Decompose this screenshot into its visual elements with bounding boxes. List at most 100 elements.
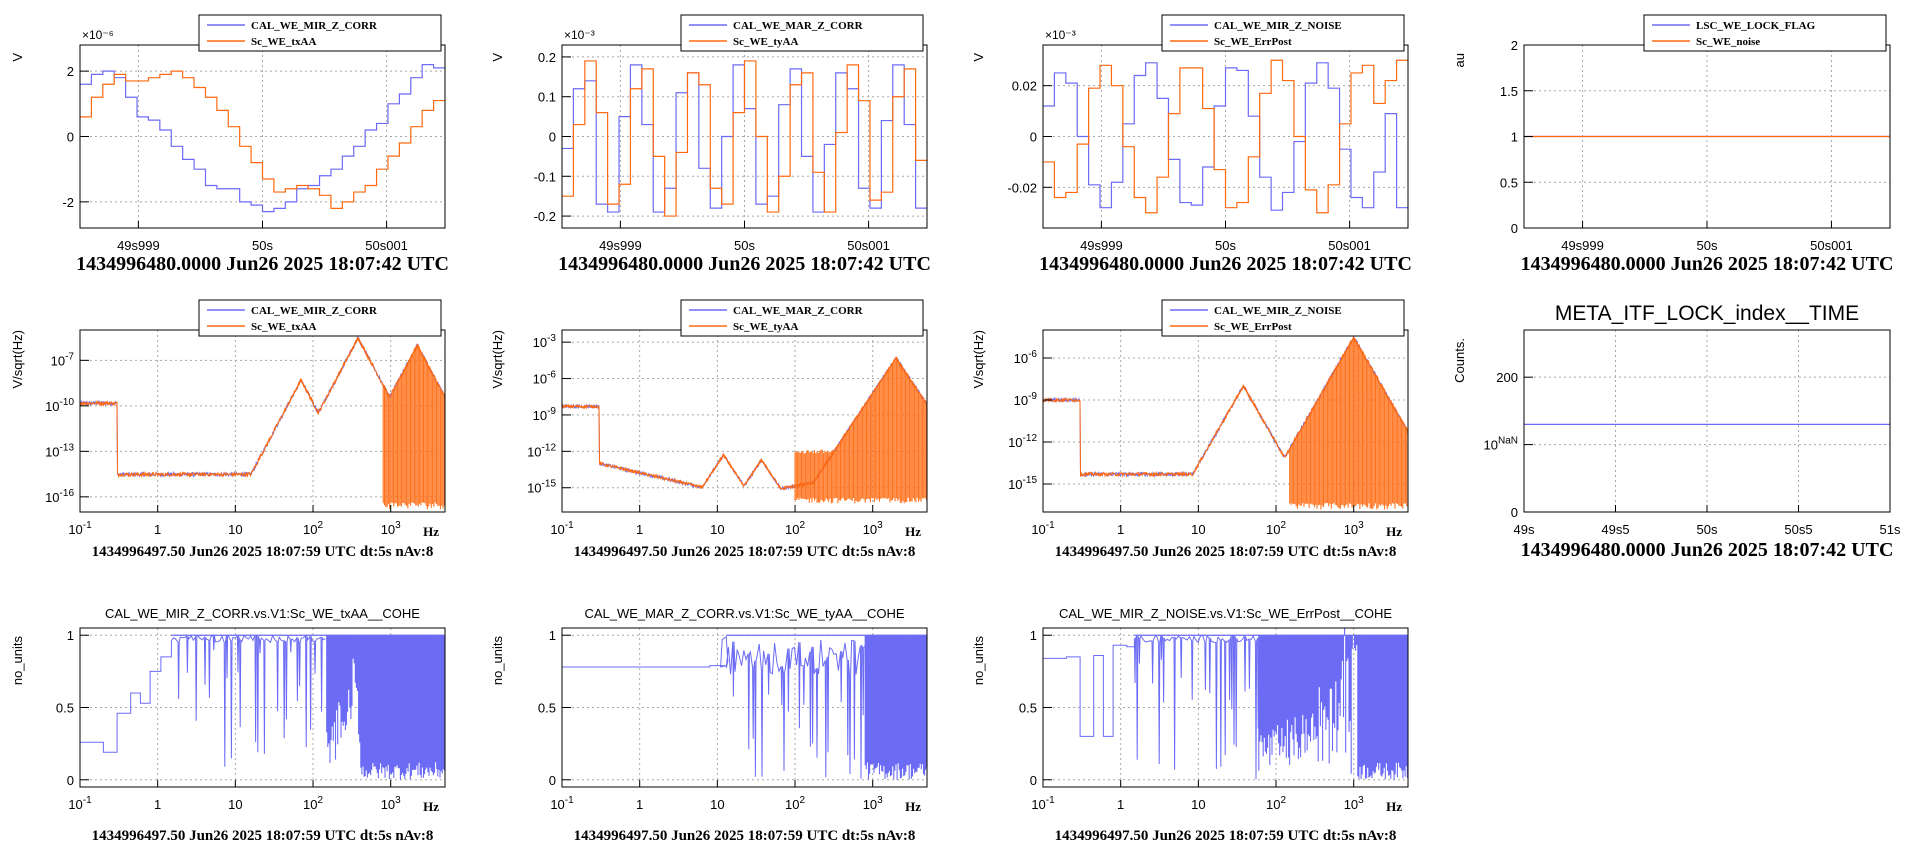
coherence-line bbox=[562, 635, 866, 779]
series-Sc_WE_txAA-line bbox=[80, 70, 445, 209]
peak-2 bbox=[883, 356, 910, 378]
y-tick-label: 1 bbox=[1030, 628, 1037, 643]
x-tick-label: 49s999 bbox=[117, 238, 160, 253]
x-tick-label: 10-1 bbox=[68, 795, 92, 812]
x-tick-label: 10 bbox=[710, 522, 724, 537]
legend: CAL_WE_MIR_Z_CORR Sc_WE_txAA bbox=[198, 14, 442, 52]
x-tick-label: 50s001 bbox=[1810, 238, 1853, 253]
chart-title: CAL_WE_MAR_Z_CORR.vs.V1:Sc_WE_tyAA__COHE bbox=[584, 606, 904, 621]
x-tick-label: 50s bbox=[1697, 522, 1718, 537]
y-tick-label: 1.5 bbox=[1500, 84, 1518, 99]
chart-caption: 1434996497.50 Jun26 2025 18:07:59 UTC dt… bbox=[1055, 828, 1397, 844]
chart-caption: 1434996497.50 Jun26 2025 18:07:59 UTC dt… bbox=[574, 544, 916, 560]
x-tick-label: 10 bbox=[228, 797, 242, 812]
x-tick-label: 103 bbox=[1344, 795, 1364, 812]
coherence-dense bbox=[864, 635, 927, 780]
x-tick-label: 10-1 bbox=[68, 520, 92, 537]
x-unit-label: Hz bbox=[423, 799, 439, 814]
data-r2c1 bbox=[80, 335, 445, 510]
y-tick-label: 10-7 bbox=[51, 351, 75, 368]
x-tick-label: 103 bbox=[1344, 520, 1364, 537]
data-r1c1 bbox=[80, 64, 445, 213]
coherence-dense bbox=[1258, 628, 1408, 780]
y-tick-label: -0.1 bbox=[534, 169, 556, 184]
legend-box bbox=[198, 14, 442, 52]
y-tick-label: 10-9 bbox=[1014, 391, 1038, 408]
y-tick-label: 0.5 bbox=[1019, 701, 1037, 716]
chart-caption: 1434996480.0000 Jun26 2025 18:07:42 UTC bbox=[558, 253, 931, 275]
y-tick-label: -2 bbox=[62, 195, 74, 210]
y-tick-label: 0.1 bbox=[538, 90, 556, 105]
noise-band bbox=[1289, 337, 1408, 510]
chart-caption: 1434996480.0000 Jun26 2025 18:07:42 UTC bbox=[1039, 253, 1412, 275]
y-tick-label: 2 bbox=[67, 64, 74, 79]
legend-label: LSC_WE_LOCK_FLAG bbox=[1696, 20, 1816, 32]
legend: CAL_WE_MAR_Z_CORR Sc_WE_tyAA bbox=[680, 299, 924, 337]
y-tick-label: 10-3 bbox=[533, 333, 557, 350]
x-tick-label: 103 bbox=[863, 795, 883, 812]
peak-2 bbox=[404, 343, 431, 369]
y-exponent-label: ×10⁻³ bbox=[564, 28, 595, 42]
chart-r3c1: 10-1 1 10 102 103 Hz 0 0.5 1 no_units CAL_WE_MIR_Z… bbox=[10, 606, 446, 844]
legend-box bbox=[1161, 14, 1405, 52]
y-tick-label: 0 bbox=[67, 130, 74, 145]
y-tick-label: 0 bbox=[1030, 773, 1037, 788]
x-tick-label: 51s bbox=[1880, 522, 1901, 537]
chart-r2c4: 49s 49s5 50s 50s5 51s 0 10NaN 200 Counts. META_IT… bbox=[1452, 302, 1901, 561]
x-tick-label: 10 bbox=[1191, 522, 1205, 537]
y-tick-label: 1 bbox=[549, 628, 556, 643]
x-tick-label: 10-1 bbox=[1031, 520, 1055, 537]
x-tick-label: 103 bbox=[381, 795, 401, 812]
legend: CAL_WE_MAR_Z_CORR Sc_WE_tyAA bbox=[680, 14, 924, 52]
data-r2c3 bbox=[1043, 335, 1408, 510]
peak-0 bbox=[1230, 384, 1257, 408]
chart-caption: 1434996480.0000 Jun26 2025 18:07:42 UTC bbox=[76, 253, 449, 275]
chart-r2c1: 10-1 1 10 102 103 Hz 10-16 10-13 10-10 10-7 V/sqrt… bbox=[10, 299, 446, 560]
x-tick-label: 1 bbox=[636, 797, 643, 812]
chart-caption: 1434996497.50 Jun26 2025 18:07:59 UTC dt… bbox=[1055, 544, 1397, 560]
y-tick-label: 10-13 bbox=[45, 442, 74, 459]
legend-box bbox=[680, 14, 924, 52]
y-exponent-label: ×10⁻⁶ bbox=[82, 28, 114, 42]
y-axis-label: V/sqrt(Hz) bbox=[10, 330, 25, 389]
y-tick-label: 10-12 bbox=[1008, 433, 1037, 450]
legend: LSC_WE_LOCK_FLAG Sc_WE_noise bbox=[1643, 14, 1887, 52]
legend-label: Sc_WE_tyAA bbox=[733, 321, 798, 333]
legend-box bbox=[680, 299, 924, 337]
chart-caption: 1434996497.50 Jun26 2025 18:07:59 UTC dt… bbox=[574, 828, 916, 844]
chart-caption: 1434996480.0000 Jun26 2025 18:07:42 UTC bbox=[1521, 539, 1894, 561]
legend-label: CAL_WE_MIR_Z_NOISE bbox=[1214, 305, 1342, 317]
legend-label: CAL_WE_MAR_Z_CORR bbox=[733, 20, 864, 32]
y-tick-label: 10-16 bbox=[45, 488, 74, 505]
chart-title: CAL_WE_MIR_Z_NOISE.vs.V1:Sc_WE_ErrPost__… bbox=[1059, 606, 1392, 621]
data-r1c2 bbox=[562, 60, 927, 217]
data-r1c3 bbox=[1043, 59, 1408, 214]
x-tick-label: 103 bbox=[381, 520, 401, 537]
y-tick-label: 0 bbox=[1511, 505, 1518, 520]
x-tick-label: 50s bbox=[1215, 238, 1236, 253]
y-tick-label: 0.5 bbox=[1500, 175, 1518, 190]
chart-caption: 1434996497.50 Jun26 2025 18:07:59 UTC dt… bbox=[92, 828, 434, 844]
y-tick-label: -0.2 bbox=[534, 209, 556, 224]
chart-caption: 1434996497.50 Jun26 2025 18:07:59 UTC dt… bbox=[92, 544, 434, 560]
y-exponent-label: ×10⁻³ bbox=[1045, 28, 1076, 42]
noise-band bbox=[794, 358, 927, 504]
x-tick-label: 1 bbox=[154, 522, 161, 537]
x-tick-label: 50s bbox=[734, 238, 755, 253]
y-tick-label: 10-6 bbox=[1014, 349, 1038, 366]
x-tick-label: 49s999 bbox=[1080, 238, 1123, 253]
x-tick-label: 1 bbox=[1117, 797, 1124, 812]
y-tick-label: 0.2 bbox=[538, 50, 556, 65]
y-tick-label: 0.5 bbox=[538, 701, 556, 716]
peak-1 bbox=[345, 336, 372, 362]
x-unit-label: Hz bbox=[423, 524, 439, 539]
x-tick-label: 10 bbox=[1191, 797, 1205, 812]
y-tick-label: 0.5 bbox=[56, 701, 74, 716]
y-tick-label: 0 bbox=[549, 773, 556, 788]
y-axis-label: V/sqrt(Hz) bbox=[971, 330, 986, 389]
x-tick-label: 10-1 bbox=[550, 795, 574, 812]
x-tick-label: 103 bbox=[863, 520, 883, 537]
x-tick-label: 50s5 bbox=[1784, 522, 1812, 537]
series-b-spectrum bbox=[80, 337, 445, 479]
y-tick-label: 10-6 bbox=[533, 370, 557, 387]
